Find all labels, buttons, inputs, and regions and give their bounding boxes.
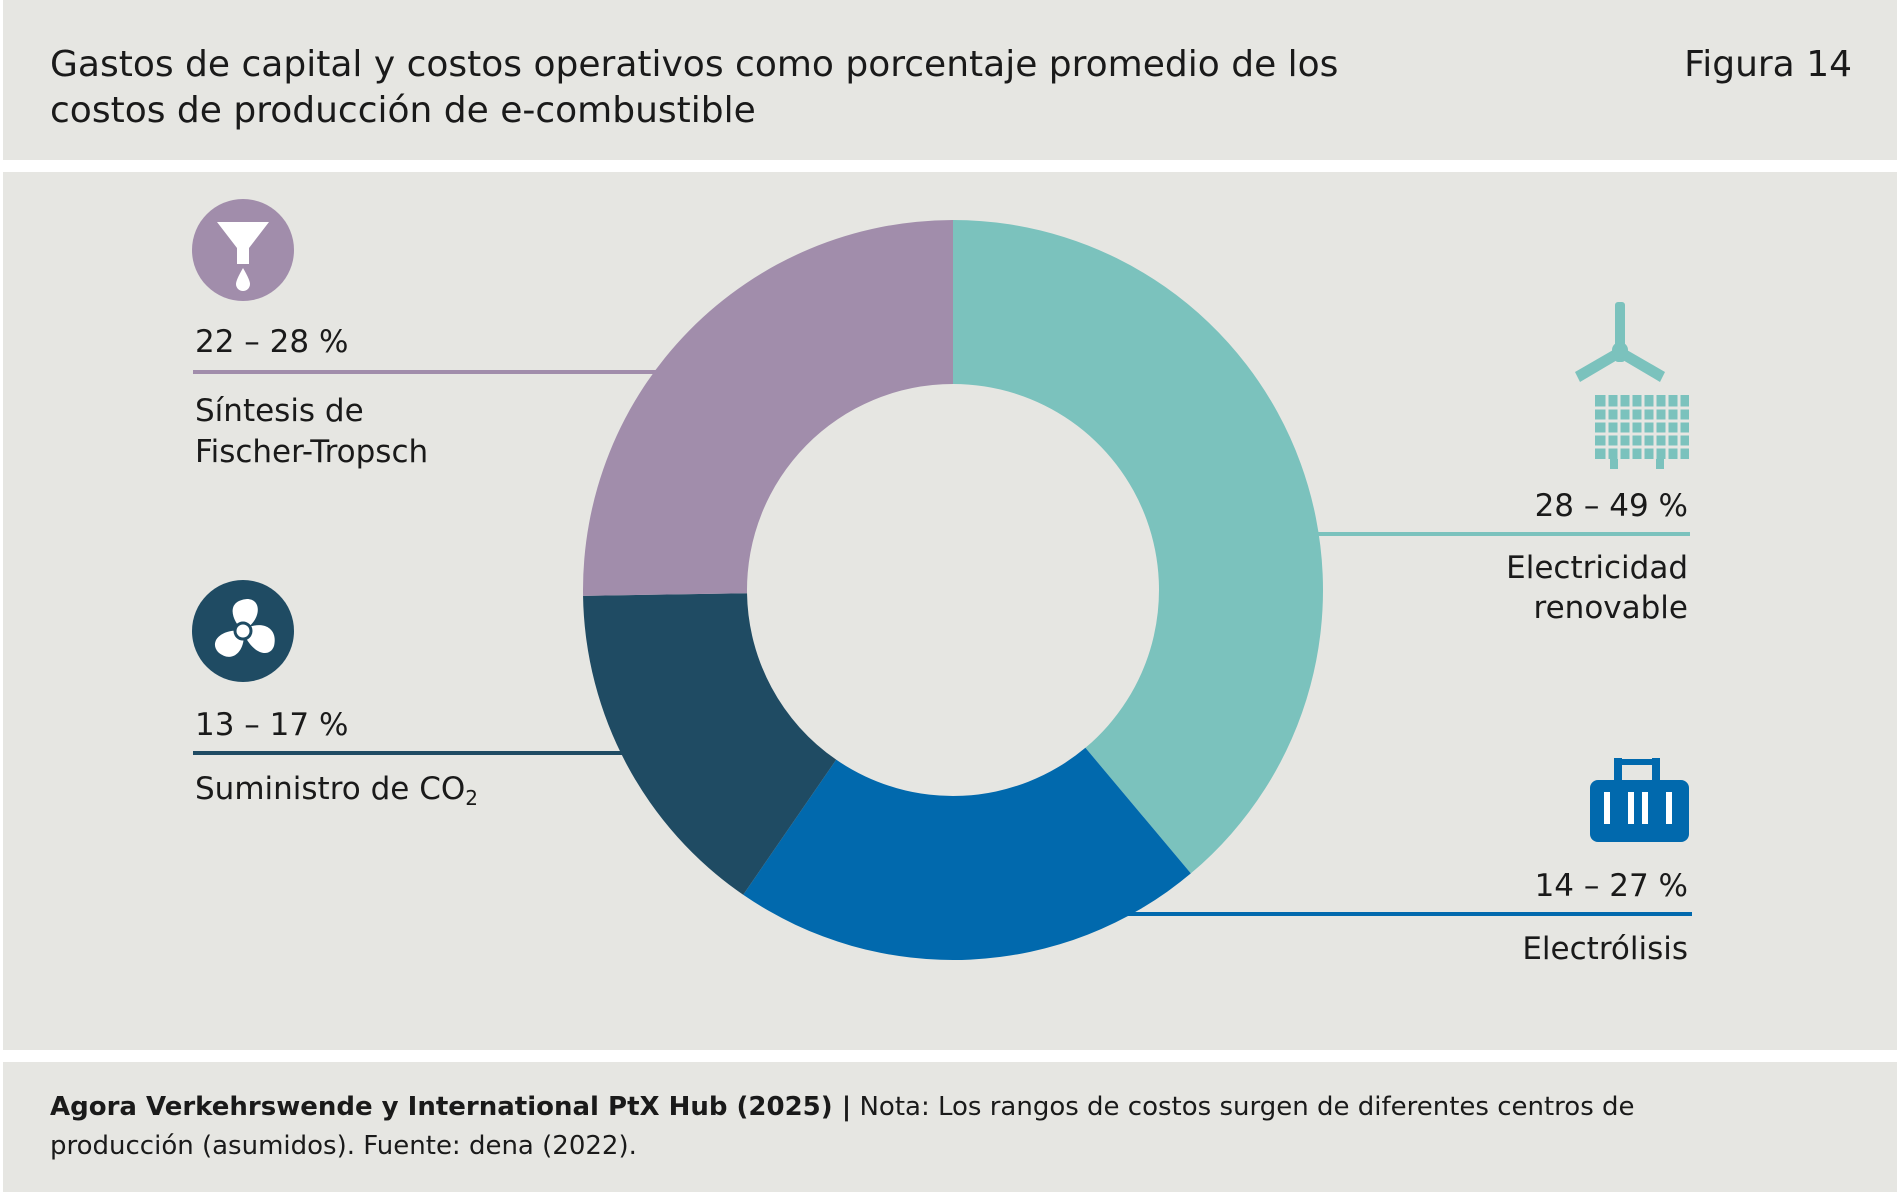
- chart-title: Gastos de capital y costos operativos co…: [50, 44, 1339, 131]
- ft-range-label: 22 – 28 %: [195, 324, 348, 360]
- footer-note: Agora Verkehrswende y International PtX …: [50, 1088, 1780, 1166]
- fan-icon: [192, 580, 294, 682]
- renewable-range-label: 28 – 49 %: [1535, 488, 1688, 524]
- co2-label: Suministro de CO2: [195, 771, 478, 810]
- electrolysis-label: Electrólisis: [1522, 931, 1688, 967]
- renewable-label-line1: Electricidad: [1506, 550, 1688, 586]
- donut-slices: [583, 220, 1323, 961]
- footer-note-text: Nota: Los rangos de costos surgen de dif…: [50, 1092, 1635, 1161]
- donut-slice-0: [953, 220, 1323, 874]
- co2-label-text: Suministro de CO: [195, 771, 465, 807]
- donut-slice-3: [583, 220, 953, 596]
- donut-slice-1: [743, 747, 1191, 961]
- footer-source: Agora Verkehrswende y International PtX …: [50, 1092, 852, 1122]
- donut-slice-2: [583, 593, 837, 895]
- renewable-label-line2: renovable: [1534, 590, 1688, 626]
- header-panel: Gastos de capital y costos operativos co…: [3, 0, 1897, 160]
- figure-label: Figura 14: [1684, 44, 1852, 85]
- wind-turbine-solar-icon: [1575, 302, 1689, 469]
- electrolysis-icon: [1590, 758, 1689, 842]
- ft-label-line2: Fischer-Tropsch: [195, 434, 428, 470]
- footer-panel: Agora Verkehrswende y International PtX …: [3, 1062, 1897, 1192]
- funnel-drop-icon: [192, 199, 294, 301]
- electrolysis-range-label: 14 – 27 %: [1535, 868, 1688, 904]
- ft-label-line1: Síntesis de: [195, 393, 364, 429]
- co2-label-subscript: 2: [465, 786, 478, 810]
- co2-range-label: 13 – 17 %: [195, 707, 348, 743]
